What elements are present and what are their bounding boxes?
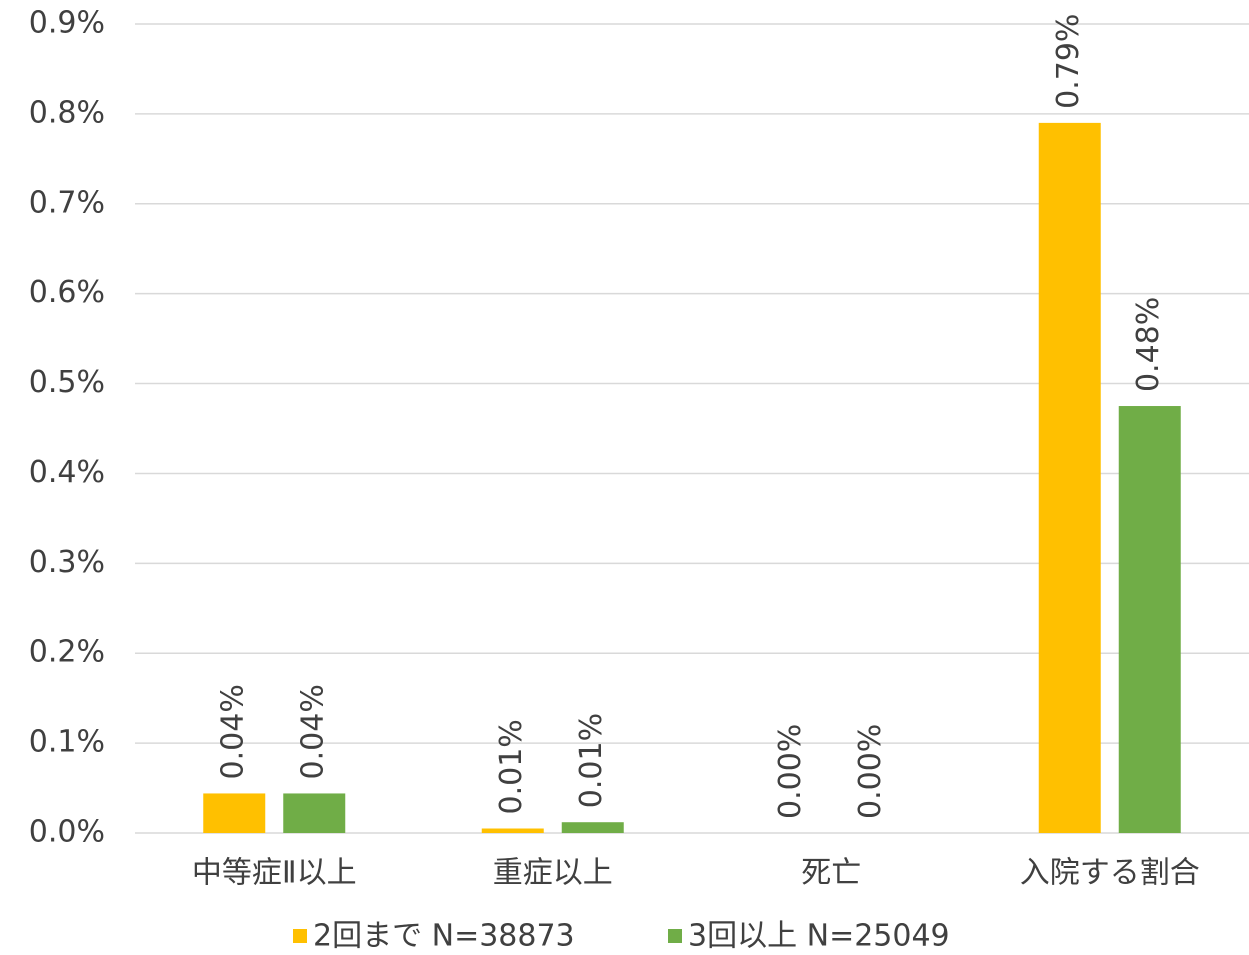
x-tick-label: 入院する割合 bbox=[1020, 856, 1200, 891]
y-tick-label: 0.4% bbox=[29, 455, 105, 490]
x-tick-label: 重症以上 bbox=[493, 856, 613, 891]
data-label: 0.01% bbox=[574, 713, 609, 808]
x-tick-label: 中等症Ⅱ以上 bbox=[192, 856, 357, 891]
data-label: 0.00% bbox=[773, 724, 808, 819]
bar bbox=[561, 822, 624, 833]
bar bbox=[481, 828, 544, 833]
y-tick-label: 0.7% bbox=[29, 185, 105, 220]
bar bbox=[283, 793, 346, 833]
y-tick-label: 0.0% bbox=[29, 815, 105, 850]
data-label: 0.04% bbox=[216, 684, 251, 779]
y-tick-label: 0.8% bbox=[29, 95, 105, 130]
data-label: 0.00% bbox=[853, 724, 888, 819]
legend-label: 2回まで N=38873 bbox=[313, 919, 575, 954]
y-tick-label: 0.9% bbox=[29, 6, 105, 41]
data-label: 0.04% bbox=[296, 684, 331, 779]
legend-swatch bbox=[293, 929, 307, 943]
bar bbox=[203, 793, 266, 833]
y-tick-label: 0.2% bbox=[29, 635, 105, 670]
data-label: 0.48% bbox=[1131, 297, 1166, 392]
y-tick-label: 0.5% bbox=[29, 365, 105, 400]
bar bbox=[1038, 122, 1101, 833]
legend-swatch bbox=[668, 929, 682, 943]
y-tick-label: 0.3% bbox=[29, 545, 105, 580]
data-label: 0.01% bbox=[494, 719, 529, 814]
y-tick-label: 0.1% bbox=[29, 725, 105, 760]
data-label: 0.79% bbox=[1051, 14, 1086, 109]
bar bbox=[1118, 406, 1181, 833]
x-tick-label: 死亡 bbox=[801, 856, 861, 891]
y-tick-label: 0.6% bbox=[29, 275, 105, 310]
legend-label: 3回以上 N=25049 bbox=[688, 919, 950, 954]
